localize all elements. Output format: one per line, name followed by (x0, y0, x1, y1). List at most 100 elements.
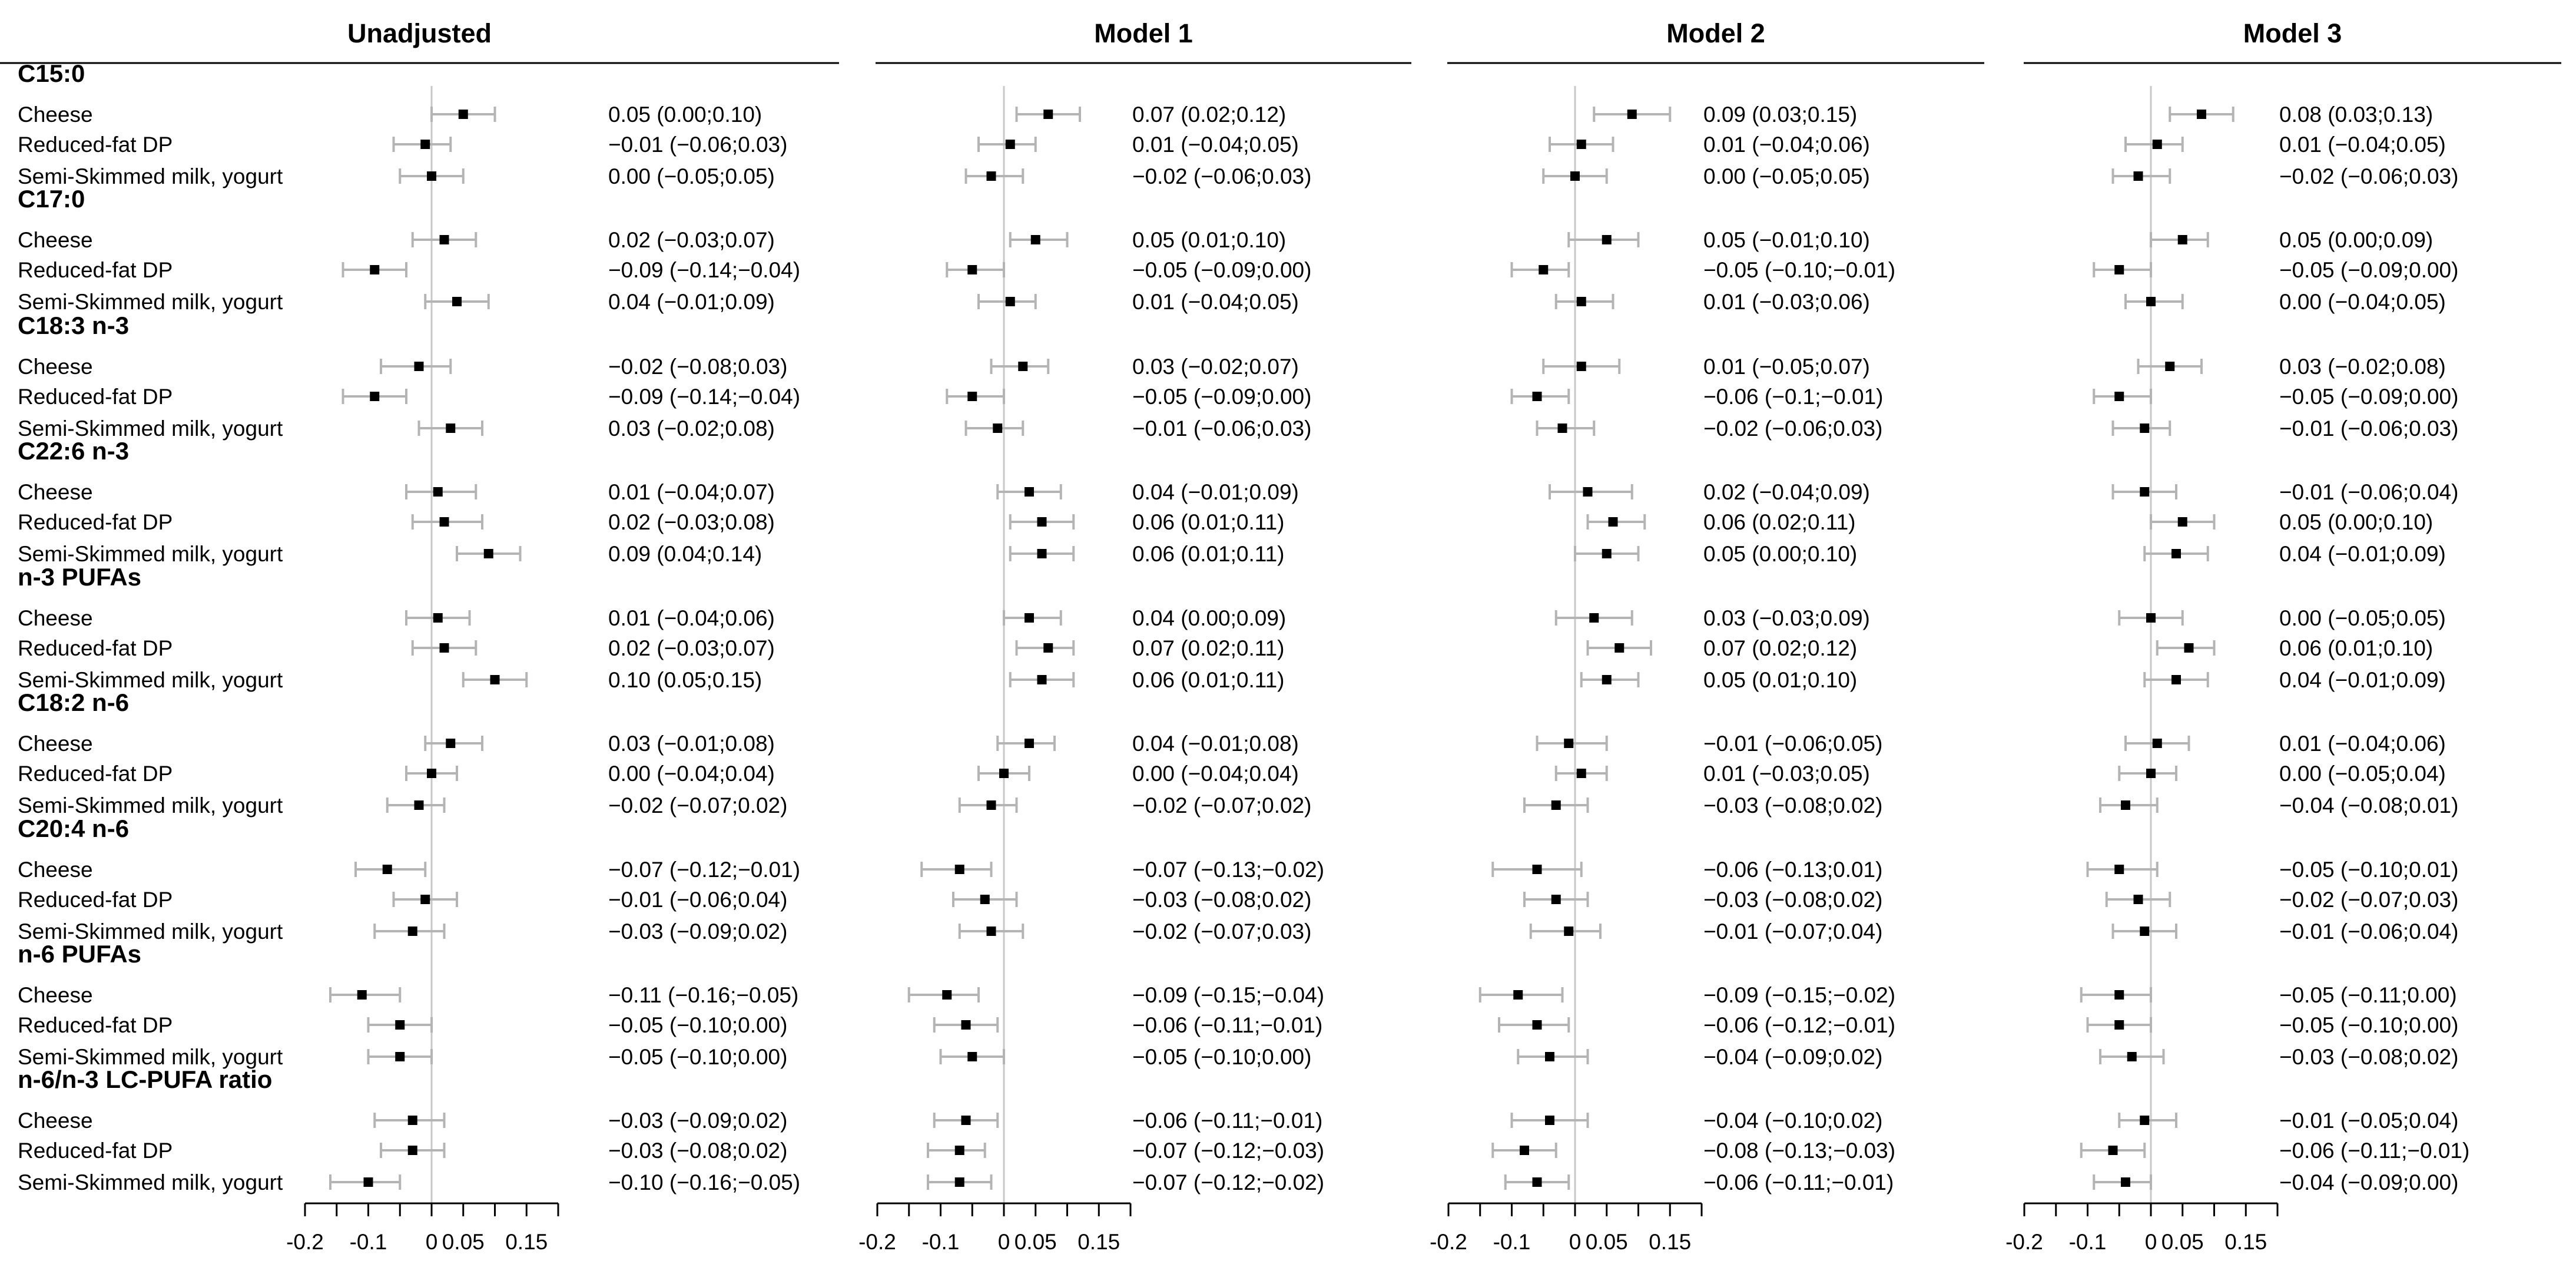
row-label: Reduced-fat DP (18, 385, 173, 409)
row-label: Reduced-fat DP (18, 258, 173, 282)
estimate-text: −0.02 (−0.07;0.02) (608, 793, 787, 818)
point-estimate (2133, 171, 2143, 181)
estimate-text: −0.03 (−0.09;0.02) (608, 919, 787, 944)
point-estimate (414, 800, 424, 810)
estimate-text: −0.02 (−0.07;0.03) (1132, 919, 1311, 944)
estimate-text: 0.09 (0.03;0.15) (1703, 102, 1857, 127)
point-estimate (2121, 800, 2130, 810)
row-label: Cheese (18, 732, 93, 756)
row-label: Cheese (18, 858, 93, 882)
estimate-text: 0.01 (−0.05;0.07) (1703, 355, 1870, 379)
point-estimate (1025, 613, 1034, 623)
row-label: Cheese (18, 102, 93, 127)
point-estimate (414, 362, 424, 371)
point-estimate (954, 865, 964, 874)
estimate-text: −0.03 (−0.08;0.02) (2279, 1045, 2458, 1069)
row-label: Cheese (18, 1109, 93, 1133)
row-label: Cheese (18, 228, 93, 252)
point-estimate (395, 1052, 405, 1061)
point-estimate (1570, 171, 1580, 181)
point-estimate (1608, 517, 1618, 527)
point-estimate (954, 1146, 964, 1155)
row-label: Semi-Skimmed milk, yogurt (18, 290, 283, 314)
estimate-text: −0.01 (−0.06;0.04) (2279, 480, 2458, 504)
point-estimate (483, 549, 493, 558)
estimate-text: −0.02 (−0.06;0.03) (1703, 416, 1882, 441)
estimate-text: 0.07 (0.02;0.11) (1132, 636, 1285, 660)
point-estimate (2140, 487, 2150, 497)
point-estimate (1576, 362, 1586, 371)
point-estimate (1037, 675, 1047, 684)
estimate-text: 0.00 (−0.04;0.04) (1132, 762, 1299, 786)
point-estimate (1564, 927, 1574, 936)
row-label: Reduced-fat DP (18, 133, 173, 157)
group-label: n-6 PUFAs (18, 940, 141, 968)
row-label: Semi-Skimmed milk, yogurt (18, 542, 283, 566)
estimate-text: −0.04 (−0.09;0.02) (1703, 1045, 1882, 1069)
point-estimate (420, 895, 430, 904)
row-label: Cheese (18, 480, 93, 504)
estimate-text: −0.06 (−0.11;−0.01) (1703, 1170, 1894, 1194)
point-estimate (1589, 613, 1599, 623)
point-estimate (363, 1177, 373, 1187)
estimate-text: 0.03 (−0.03;0.09) (1703, 606, 1870, 630)
estimate-text: 0.00 (−0.04;0.05) (2279, 290, 2446, 314)
estimate-text: −0.08 (−0.13;−0.03) (1703, 1139, 1895, 1163)
estimate-text: 0.04 (−0.01;0.09) (1132, 480, 1299, 504)
point-estimate (427, 171, 436, 181)
x-tick-label: -0.2 (2005, 1230, 2043, 1254)
point-estimate (1576, 140, 1586, 149)
estimate-text: 0.01 (−0.04;0.05) (2279, 133, 2446, 157)
estimate-text: −0.02 (−0.07;0.03) (2279, 888, 2458, 912)
point-estimate (2197, 110, 2206, 119)
point-estimate (961, 1020, 971, 1030)
estimate-text: −0.06 (−0.11;−0.01) (1132, 1013, 1322, 1037)
estimate-text: −0.01 (−0.06;0.05) (1703, 732, 1882, 756)
point-estimate (2140, 423, 2150, 433)
group-label: C18:2 n-6 (18, 689, 129, 716)
group-label: C17:0 (18, 185, 85, 213)
estimate-text: −0.07 (−0.12;−0.01) (608, 858, 800, 882)
row-label: Semi-Skimmed milk, yogurt (18, 1170, 283, 1194)
estimate-text: 0.00 (−0.04;0.04) (608, 762, 775, 786)
estimate-text: 0.00 (−0.05;0.04) (2279, 762, 2446, 786)
point-estimate (2114, 865, 2124, 874)
point-estimate (2171, 675, 2181, 684)
estimate-text: −0.04 (−0.10;0.02) (1703, 1109, 1882, 1133)
point-estimate (452, 297, 462, 306)
estimate-text: −0.05 (−0.10;0.00) (2279, 1013, 2458, 1037)
estimate-text: −0.05 (−0.10;−0.01) (1703, 258, 1895, 282)
row-label: Cheese (18, 606, 93, 630)
row-label: Reduced-fat DP (18, 636, 173, 660)
point-estimate (407, 1146, 417, 1155)
point-estimate (967, 265, 977, 274)
estimate-text: 0.05 (0.01;0.10) (1132, 228, 1286, 252)
estimate-text: −0.06 (−0.1;−0.01) (1703, 385, 1884, 409)
x-tick-label: 0.05 (1586, 1230, 1628, 1254)
estimate-text: −0.05 (−0.09;0.00) (1132, 385, 1311, 409)
point-estimate (961, 1116, 971, 1125)
estimate-text: −0.06 (−0.11;−0.01) (2279, 1139, 2469, 1163)
x-tick-label: 0.15 (2224, 1230, 2267, 1254)
point-estimate (2114, 1020, 2124, 1030)
group-label: C18:3 n-3 (18, 312, 129, 339)
estimate-text: 0.01 (−0.04;0.06) (1703, 133, 1870, 157)
estimate-text: 0.06 (0.02;0.11) (1703, 510, 1856, 534)
x-tick-label: 0.05 (1015, 1230, 1057, 1254)
estimate-text: 0.10 (0.05;0.15) (608, 668, 762, 692)
point-estimate (1602, 235, 1612, 244)
row-label: Reduced-fat DP (18, 1013, 173, 1037)
point-estimate (1005, 297, 1015, 306)
point-estimate (433, 613, 443, 623)
point-estimate (1627, 110, 1637, 119)
estimate-text: −0.01 (−0.06;0.03) (2279, 416, 2458, 441)
estimate-text: −0.01 (−0.06;0.03) (1132, 416, 1311, 441)
estimate-text: −0.07 (−0.12;−0.03) (1132, 1139, 1324, 1163)
panel-title: Model 3 (2243, 18, 2342, 48)
row-label: Cheese (18, 355, 93, 379)
estimate-text: 0.03 (−0.01;0.08) (608, 732, 775, 756)
estimate-text: −0.05 (−0.10;0.00) (608, 1013, 787, 1037)
point-estimate (1576, 297, 1586, 306)
point-estimate (1043, 643, 1053, 653)
